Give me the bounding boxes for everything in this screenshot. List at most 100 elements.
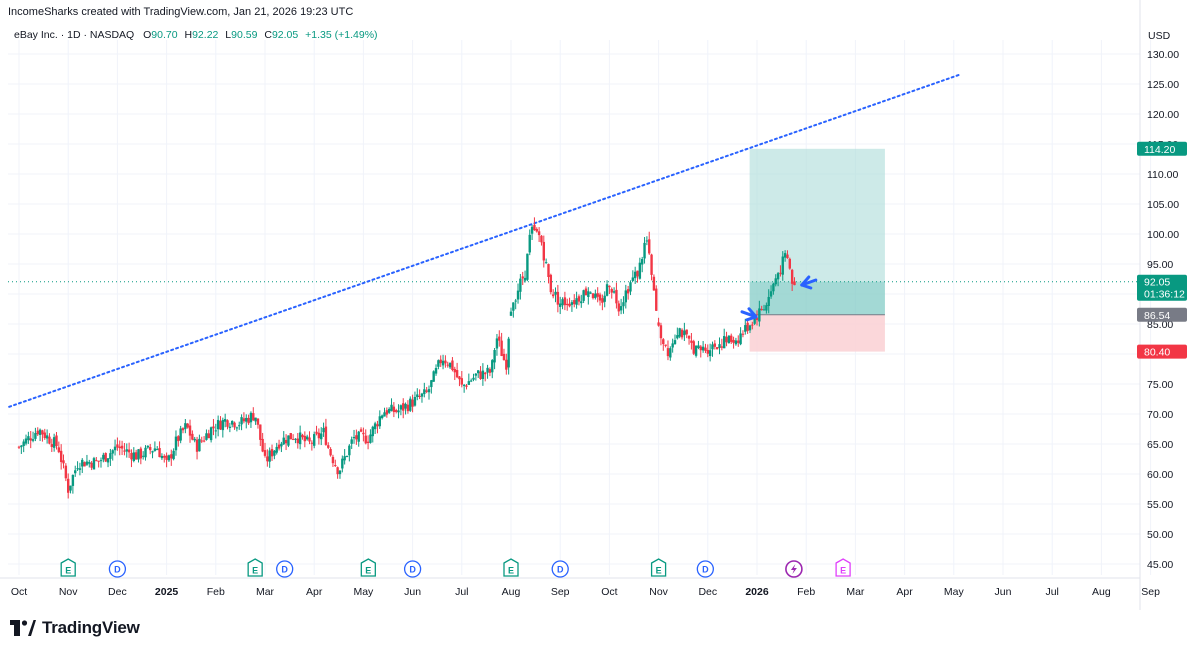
candle-body [622,302,625,307]
news-flash-icon[interactable] [785,560,803,578]
candle-body [341,458,344,469]
candle-body [437,360,440,367]
earnings-marker[interactable]: E [247,558,263,577]
candle-body [418,395,421,397]
target-zone[interactable] [749,148,885,315]
time-tick-label: Jul [455,586,468,598]
arrow-head-lower [800,283,813,290]
candle-body [516,290,520,300]
candle-body [666,348,670,357]
candle-body [453,368,456,373]
candle-body [191,433,194,440]
candle-body [238,425,241,427]
dividend-marker[interactable]: D [108,560,127,578]
candle-body [345,455,349,457]
breakout-arrow[interactable] [740,307,758,322]
candle-body [502,353,506,361]
time-tick-label: May [353,586,374,598]
candle-body [275,446,278,453]
candle-body [467,381,471,385]
candle-body [252,413,255,421]
dividend-marker[interactable]: D [696,560,714,578]
candle-body [137,449,140,460]
candle-body [481,370,485,380]
candle-body [144,447,147,458]
candle-body [723,335,726,349]
candle-body [45,435,49,439]
candle-body [139,448,143,459]
time-tick-label: Mar [846,586,865,598]
candle-body [612,291,616,293]
resistance-trendline[interactable] [8,74,960,408]
candle-body [22,441,25,447]
candle-body [355,435,358,440]
earnings-marker[interactable]: E [503,558,519,577]
candle-body [734,340,738,345]
candle-body [706,349,709,354]
candle-body [737,340,740,343]
symbol-name[interactable]: eBay Inc. · 1D · NASDAQ [14,29,135,41]
candle-body [608,285,611,288]
time-axis[interactable]: Oct Nov Dec 2025 Feb Mar Apr May Jun Jul Aug Sep Oct… [11,586,1160,598]
candle-body [594,293,597,298]
candle-body [641,259,644,265]
candle-body [631,277,635,281]
candle-body [730,335,733,342]
candle-body [636,270,639,277]
candle-body [512,302,515,311]
candle-body [685,329,688,335]
stop-zone[interactable] [749,314,885,352]
earnings-marker[interactable]: E [360,558,376,577]
candle-body [514,300,517,302]
dividend-marker[interactable]: D [276,560,294,578]
earnings-marker[interactable]: E [60,558,76,577]
time-tick-label: Feb [207,586,225,598]
candle-body [221,419,225,431]
candle-body [116,444,119,448]
candle-body [739,333,742,345]
price-tick-label: 45.00 [1147,559,1173,571]
candle-body [334,465,337,467]
candle-body [638,262,642,279]
dividend-marker[interactable]: D [551,560,569,578]
candle-body [645,240,649,242]
candle-body [90,462,93,468]
candle-body [151,451,154,453]
candle-body [547,264,550,277]
candle-body [113,446,117,451]
long-position-tool[interactable] [8,148,1140,352]
candle-body [327,445,330,448]
tradingview-logo[interactable]: TradingView [10,618,140,638]
candle-body [526,253,529,280]
candle-body [43,432,46,439]
candle-body [528,234,531,253]
upcoming-earnings-marker[interactable]: E [835,558,851,577]
retest-arrow[interactable] [800,275,818,290]
price-tick-label: 65.00 [1147,439,1173,451]
currency-label: USD [1148,30,1171,42]
candle-body [397,410,400,413]
candle-body [523,277,527,281]
candle-body [348,445,351,456]
candle-body [427,389,431,393]
earnings-shape [835,558,851,577]
candle-body [67,478,70,493]
candle-body [95,460,98,462]
countdown-text: 01:36:12 [1144,289,1185,301]
candle-body [106,458,110,463]
dividend-marker[interactable]: D [403,560,422,578]
candle-body [537,231,541,236]
annotation-arrows[interactable] [740,275,818,322]
candle-body [732,339,735,343]
earnings-marker[interactable]: E [650,558,667,577]
grid [0,0,1152,610]
candle-body [652,276,656,291]
candle-body [226,420,229,427]
symbol-legend: eBay Inc. · 1D · NASDAQ O90.70 H92.22 L9… [14,29,378,41]
time-tick-label: Oct [11,586,27,598]
candle-body [156,449,159,451]
candle-body [385,410,389,415]
trendline[interactable] [8,74,960,408]
